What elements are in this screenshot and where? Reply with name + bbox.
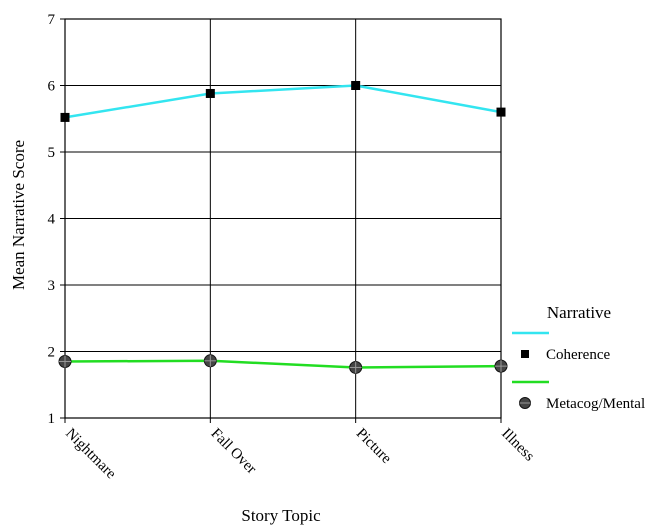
y-axis-title: Mean Narrative Score [9,140,28,290]
data-point [60,112,70,122]
legend-title: Narrative [547,303,611,322]
y-tick-label: 3 [48,278,56,294]
x-tick-label: Fall Over [208,426,260,478]
x-axis-ticks: Nightmare Fall Over Picture Illness [62,418,537,482]
series-line-0 [64,84,502,119]
y-tick-label: 7 [48,12,56,28]
data-point [351,81,361,90]
x-axis-title: Story Topic [241,506,321,525]
y-tick-label: 2 [48,345,56,361]
data-point [205,88,215,98]
legend: Narrative Coherence Metacog/Mental [512,303,645,412]
data-point [496,107,506,117]
legend-marker-0 [521,350,529,358]
y-axis-ticks: 1 2 3 4 5 6 7 [48,12,65,427]
legend-label-1: Metacog/Mental [546,396,645,412]
x-tick-label: Picture [353,426,395,468]
grid-lines [64,18,502,419]
series-line-1 [64,359,502,369]
series-layer [58,81,508,374]
y-tick-label: 6 [48,79,56,95]
y-tick-label: 1 [48,411,56,427]
x-tick-label: Nightmare [62,426,119,483]
y-tick-label: 4 [48,212,56,228]
y-tick-label: 5 [48,145,56,161]
legend-label-0: Coherence [546,347,610,363]
x-tick-label: Illness [498,426,537,465]
